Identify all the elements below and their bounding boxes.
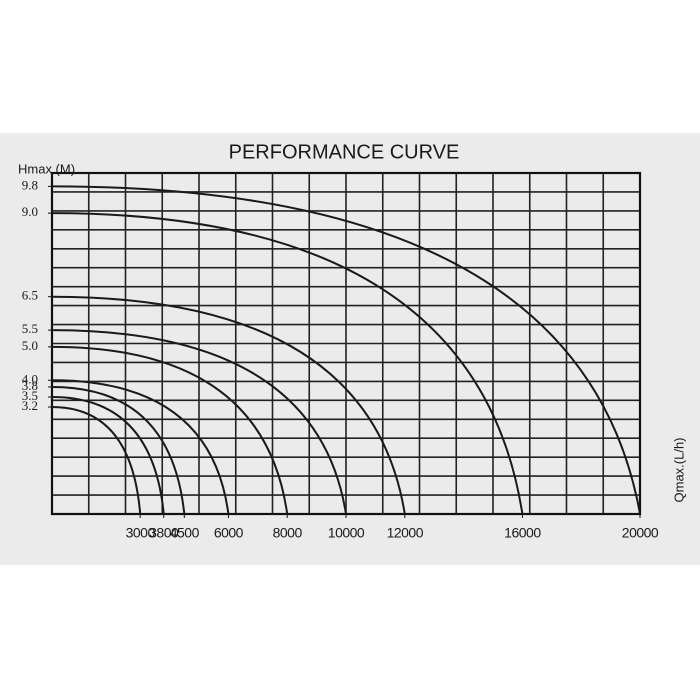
x-tick-label: 6000 [214,525,244,541]
performance-curve [51,345,289,515]
y-tick-label: 3.8 [22,378,38,393]
performance-curve [51,185,641,515]
x-axis-label: Qmax.(L/h) [671,437,686,502]
x-tick-label: 4500 [170,525,200,541]
performance-curve [51,395,165,515]
x-tick-label: 3800 [149,525,179,541]
x-tick-label: 3000 [126,525,156,541]
chart-title: PERFORMANCE CURVE [229,141,460,163]
y-tick-label: 4.0 [22,371,38,386]
performance-curve [51,212,524,515]
y-tick-label: 5.5 [22,321,38,336]
y-tick-label: 6.5 [22,288,38,303]
y-tick-label: 9.0 [22,204,38,219]
y-tick-label: 3.5 [22,388,38,403]
x-tick-label: 10000 [328,525,365,541]
x-tick-label: 12000 [387,525,424,541]
paper [0,133,700,565]
y-tick-label: 9.8 [22,177,38,192]
x-tick-label: 20000 [622,525,659,541]
y-axis-label: Hmax.(M) [18,161,75,176]
x-tick-label: 16000 [504,525,541,541]
performance-curve [51,329,347,515]
y-tick-label: 5.0 [22,338,38,353]
x-tick-label: 8000 [273,525,303,541]
grid [52,173,640,514]
performance-curve [51,379,230,515]
performance-curve [51,406,142,515]
performance-curve [51,385,186,515]
y-tick-label: 3.2 [22,398,38,413]
performance-curve [51,295,406,515]
